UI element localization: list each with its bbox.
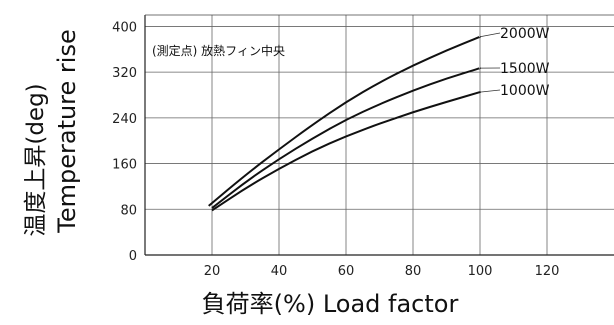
y-axis-label-jp: 温度上昇(deg)	[23, 83, 49, 236]
x-axis-label: 負荷率(%) Load factor	[202, 290, 459, 318]
y-tick-label: 240	[112, 112, 137, 127]
x-tick-label: 120	[535, 264, 560, 279]
series-line-2000w	[208, 35, 482, 207]
y-axis-label-en: Temperature rise	[53, 29, 81, 233]
x-tick-label: 80	[405, 264, 422, 279]
series-leader-line	[479, 89, 501, 93]
series-leader-line	[479, 32, 501, 38]
axes	[144, 14, 614, 256]
tick-labels: 0 80 160 240 320 400 20 40 60 80 100 120	[112, 20, 559, 279]
annotation-label: (測定点) 放熱フィン中央	[152, 43, 285, 58]
y-tick-label: 0	[129, 249, 137, 264]
series-lines	[208, 35, 482, 212]
series-label-1000w: 1000W	[500, 83, 550, 99]
y-tick-label: 400	[112, 20, 137, 35]
series-label-1500w: 1500W	[500, 61, 550, 77]
y-tick-label: 320	[112, 66, 137, 81]
series-line-1500w	[211, 67, 482, 209]
x-tick-label: 20	[204, 264, 221, 279]
x-tick-label: 100	[468, 264, 493, 279]
y-tick-label: 160	[112, 158, 137, 173]
grid	[145, 15, 614, 255]
y-tick-label: 80	[120, 203, 137, 218]
series-label-2000w: 2000W	[500, 26, 550, 42]
x-tick-label: 60	[338, 264, 355, 279]
series-labels: 2000W 1500W 1000W	[479, 26, 550, 99]
series-line-1000w	[211, 91, 482, 212]
x-tick-label: 40	[271, 264, 288, 279]
